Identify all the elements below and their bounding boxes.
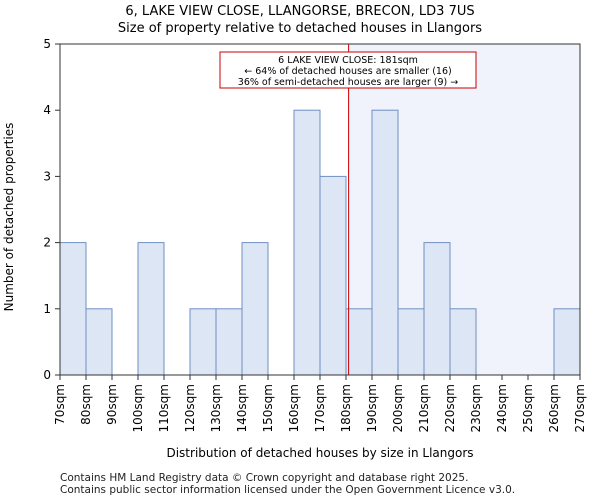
x-tick-label: 190sqm — [365, 384, 379, 432]
histogram-bar — [189, 308, 217, 376]
chart-title-line1: 6, LAKE VIEW CLOSE, LLANGORSE, BRECON, L… — [125, 4, 475, 19]
plot-frame — [59, 43, 581, 376]
histogram-bar — [423, 242, 451, 376]
x-tick-label: 170sqm — [313, 384, 327, 432]
annotation-box: 6 LAKE VIEW CLOSE: 181sqm← 64% of detach… — [219, 51, 477, 89]
histogram-bar — [553, 308, 581, 376]
histogram-bar — [215, 308, 243, 376]
histogram-chart: 0 1 2 3 4 5 70sqm 80sqm 90sqm 100sqm 110sqm 120sqm… — [2, 37, 587, 460]
histogram-bar — [59, 242, 87, 376]
x-tick-label: 140sqm — [235, 384, 249, 432]
y-axis-label: Number of detached properties — [2, 123, 16, 312]
x-tick-label: 210sqm — [417, 384, 431, 432]
y-tick-label: 4 — [43, 103, 51, 117]
histogram-bar — [345, 308, 373, 376]
x-tick-label: 80sqm — [79, 384, 93, 425]
histogram-bar — [85, 308, 113, 376]
annotation-line: 6 LAKE VIEW CLOSE: 181sqm — [278, 55, 418, 66]
histogram-bar — [449, 308, 477, 376]
x-tick-label: 270sqm — [573, 384, 587, 432]
y-tick-label: 2 — [43, 236, 51, 250]
x-tick-label: 220sqm — [443, 384, 457, 432]
annotation-line: ← 64% of detached houses are smaller (16… — [244, 66, 451, 77]
histogram-bar — [397, 308, 425, 376]
x-tick-label: 130sqm — [209, 384, 223, 432]
y-tick-label: 5 — [43, 37, 51, 51]
histogram-bar — [319, 175, 347, 376]
x-tick-label: 240sqm — [495, 384, 509, 432]
x-tick-label: 200sqm — [391, 384, 405, 432]
chart-title-line2: Size of property relative to detached ho… — [117, 21, 483, 36]
histogram-bar — [241, 242, 269, 376]
x-tick-label: 250sqm — [521, 384, 535, 432]
footer-line1: Contains HM Land Registry data © Crown c… — [60, 472, 469, 484]
x-tick-label: 260sqm — [547, 384, 561, 432]
histogram-bar — [371, 109, 399, 376]
x-tick-label: 160sqm — [287, 384, 301, 432]
y-tick-label: 1 — [43, 302, 51, 316]
x-tick-label: 180sqm — [339, 384, 353, 432]
x-tick-label: 70sqm — [53, 384, 67, 425]
x-tick-label: 110sqm — [157, 384, 171, 432]
histogram-bar — [137, 242, 165, 376]
x-axis-label: Distribution of detached houses by size … — [166, 446, 473, 460]
x-tick-label: 230sqm — [469, 384, 483, 432]
x-tick-label: 120sqm — [183, 384, 197, 432]
footer-line2: Contains public sector information licen… — [60, 484, 516, 496]
histogram-bar — [293, 109, 321, 376]
x-tick-label: 90sqm — [105, 384, 119, 425]
x-tick-label: 150sqm — [261, 384, 275, 432]
x-tick-label: 100sqm — [131, 384, 145, 432]
y-tick-label: 0 — [43, 368, 51, 382]
y-tick-label: 3 — [43, 169, 51, 183]
annotation-line: 36% of semi-detached houses are larger (… — [238, 77, 458, 88]
annotation-frame — [219, 51, 477, 89]
